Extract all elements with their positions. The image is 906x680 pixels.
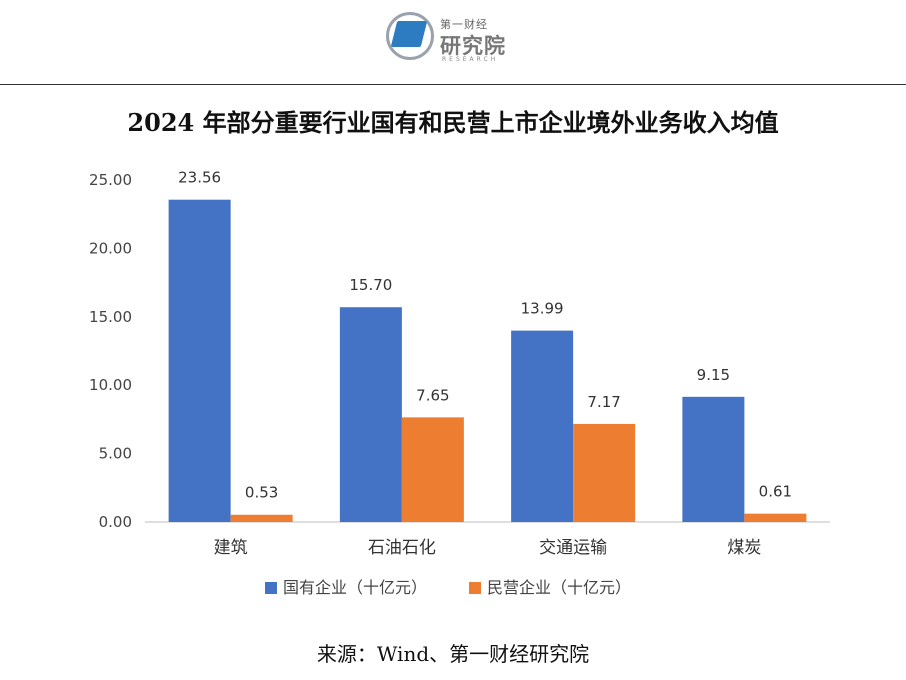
bar-state xyxy=(682,396,745,522)
data-label: 0.61 xyxy=(759,483,792,501)
legend-swatch xyxy=(265,582,277,594)
source-note: 来源：Wind、第一财经研究院 xyxy=(316,642,590,666)
header-logo: 第一财经 研究院 RESEARCH xyxy=(384,10,524,66)
header-divider xyxy=(0,84,906,85)
data-label: 23.56 xyxy=(178,169,221,187)
bar-state xyxy=(168,199,231,522)
bar-private xyxy=(744,513,807,522)
logo-big-text: 研究院 xyxy=(440,34,506,58)
y-tick-label: 25.00 xyxy=(89,171,132,189)
bar-state xyxy=(339,307,402,522)
x-tick-label: 石油石化 xyxy=(368,538,436,558)
y-tick-label: 15.00 xyxy=(89,308,132,326)
bar-state xyxy=(511,330,574,522)
legend-label: 民营企业（十亿元） xyxy=(487,578,631,597)
y-tick-label: 0.00 xyxy=(99,513,132,531)
data-label: 0.53 xyxy=(245,484,278,502)
logo-en-text: RESEARCH xyxy=(442,56,499,63)
x-tick-label: 交通运输 xyxy=(539,538,607,558)
y-tick-label: 10.00 xyxy=(89,376,132,394)
data-label: 7.17 xyxy=(587,393,620,411)
data-label: 15.70 xyxy=(349,276,392,294)
legend-label: 国有企业（十亿元） xyxy=(283,578,427,597)
data-label: 13.99 xyxy=(521,300,564,318)
chart-title: 2024 年部分重要行业国有和民营上市企业境外业务收入均值 xyxy=(127,108,779,137)
bar-private xyxy=(230,514,293,522)
bar-private xyxy=(573,423,636,522)
bar-chart: 0.00 5.00 10.00 15.00 20.00 25.00 23.56 0.53 建筑 1… xyxy=(89,169,830,597)
x-tick-label: 煤炭 xyxy=(727,538,761,558)
bar-private xyxy=(401,417,464,522)
y-tick-label: 5.00 xyxy=(99,445,132,463)
x-tick-label: 建筑 xyxy=(214,538,248,558)
legend-swatch xyxy=(469,582,481,594)
y-tick-label: 20.00 xyxy=(89,239,132,257)
data-label: 7.65 xyxy=(416,386,449,404)
logo-small-text: 第一财经 xyxy=(440,18,488,31)
data-label: 9.15 xyxy=(697,366,730,384)
